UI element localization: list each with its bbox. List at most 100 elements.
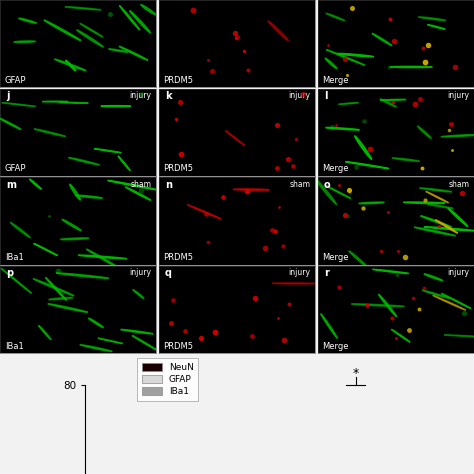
Ellipse shape xyxy=(448,208,468,227)
Point xyxy=(392,335,400,342)
Point xyxy=(421,58,429,66)
Ellipse shape xyxy=(65,60,76,71)
Ellipse shape xyxy=(101,106,131,107)
Point xyxy=(419,44,427,52)
Ellipse shape xyxy=(62,219,81,231)
Ellipse shape xyxy=(349,251,368,268)
Text: PRDM5: PRDM5 xyxy=(164,164,193,173)
Point xyxy=(361,118,368,125)
Ellipse shape xyxy=(392,158,419,161)
Point xyxy=(386,63,393,71)
Ellipse shape xyxy=(119,46,148,60)
Ellipse shape xyxy=(1,268,31,293)
Ellipse shape xyxy=(42,101,68,102)
Point xyxy=(436,222,443,230)
Ellipse shape xyxy=(80,23,103,37)
Text: GFAP: GFAP xyxy=(5,164,26,173)
Point xyxy=(272,227,279,235)
Point xyxy=(411,100,419,108)
Ellipse shape xyxy=(46,277,66,301)
Ellipse shape xyxy=(14,41,36,43)
Ellipse shape xyxy=(61,238,89,240)
Ellipse shape xyxy=(338,102,358,104)
Ellipse shape xyxy=(89,318,103,328)
Point xyxy=(181,328,189,335)
Point xyxy=(233,33,241,41)
Point xyxy=(169,296,176,304)
Point xyxy=(420,284,428,292)
Point xyxy=(281,336,288,344)
Ellipse shape xyxy=(55,59,86,71)
Ellipse shape xyxy=(44,20,81,41)
Ellipse shape xyxy=(69,157,100,165)
Text: r: r xyxy=(324,268,328,279)
Text: injury: injury xyxy=(289,268,310,277)
Ellipse shape xyxy=(141,5,155,15)
Point xyxy=(336,182,343,189)
Ellipse shape xyxy=(418,126,431,138)
Point xyxy=(391,36,398,44)
Point xyxy=(460,309,468,316)
Ellipse shape xyxy=(359,202,384,204)
Ellipse shape xyxy=(441,135,474,137)
Point xyxy=(451,63,458,71)
Ellipse shape xyxy=(426,191,448,203)
Point xyxy=(345,212,352,219)
Ellipse shape xyxy=(428,25,445,29)
Ellipse shape xyxy=(108,181,158,190)
Point xyxy=(205,56,212,64)
Ellipse shape xyxy=(29,179,41,189)
Ellipse shape xyxy=(0,118,21,129)
Point xyxy=(447,120,455,128)
Ellipse shape xyxy=(75,195,102,198)
Point xyxy=(208,67,216,74)
Point xyxy=(346,189,354,197)
Text: o: o xyxy=(324,180,330,190)
Ellipse shape xyxy=(436,220,458,233)
Text: Merge: Merge xyxy=(322,342,349,351)
Point xyxy=(178,150,185,158)
Point xyxy=(55,267,62,275)
Point xyxy=(219,193,227,201)
Ellipse shape xyxy=(272,283,318,284)
Ellipse shape xyxy=(10,222,30,238)
Text: injury: injury xyxy=(289,91,310,100)
Ellipse shape xyxy=(424,274,443,281)
Point xyxy=(202,210,210,218)
Text: PRDM5: PRDM5 xyxy=(164,76,193,85)
Ellipse shape xyxy=(33,279,74,296)
Text: sham: sham xyxy=(131,180,152,189)
Ellipse shape xyxy=(373,269,409,273)
Point xyxy=(328,123,336,130)
Point xyxy=(401,254,409,261)
Point xyxy=(292,136,300,143)
Ellipse shape xyxy=(34,244,57,255)
Point xyxy=(325,41,332,49)
Text: Merge: Merge xyxy=(322,253,349,262)
Ellipse shape xyxy=(133,290,144,299)
Ellipse shape xyxy=(325,58,337,69)
Text: IBa1: IBa1 xyxy=(5,342,23,351)
Ellipse shape xyxy=(38,326,51,340)
Ellipse shape xyxy=(419,17,446,20)
Ellipse shape xyxy=(187,205,221,219)
Ellipse shape xyxy=(119,6,140,30)
Point xyxy=(137,186,145,194)
Ellipse shape xyxy=(18,18,36,23)
Text: Merge: Merge xyxy=(322,76,349,85)
Text: sham: sham xyxy=(448,180,469,189)
Ellipse shape xyxy=(80,345,112,352)
Point xyxy=(252,294,259,301)
Ellipse shape xyxy=(49,297,73,300)
Text: PRDM5: PRDM5 xyxy=(164,342,193,351)
Point xyxy=(416,95,423,103)
Text: GFAP: GFAP xyxy=(5,76,26,85)
Point xyxy=(211,328,219,335)
Point xyxy=(366,145,374,153)
Ellipse shape xyxy=(422,290,449,298)
Ellipse shape xyxy=(70,184,81,200)
Point xyxy=(449,146,456,154)
Ellipse shape xyxy=(351,304,404,307)
Point xyxy=(341,211,348,219)
Text: l: l xyxy=(324,91,328,101)
